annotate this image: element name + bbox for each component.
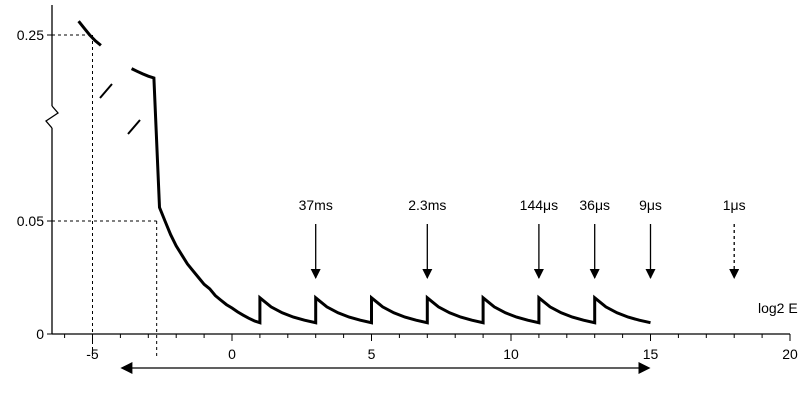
- annotation-label: 36μs: [579, 197, 610, 213]
- y-axis-break: [45, 105, 59, 129]
- x-tick-label: -5: [86, 346, 99, 362]
- range-arrow-head-left: [120, 362, 133, 374]
- annotation-label: 144μs: [520, 197, 558, 213]
- reference-lines-layer: [52, 34, 158, 358]
- x-tick-label: 10: [503, 346, 519, 362]
- curve-break-cap: [127, 119, 141, 135]
- annotation-label: 37ms: [299, 197, 333, 213]
- annotations-layer: 37ms 2.3ms 144μs 36μs 9μs 1μs: [120, 197, 746, 374]
- annotation-label: 2.3ms: [408, 197, 446, 213]
- x-tick-label: 5: [368, 346, 376, 362]
- series-line: [77, 20, 102, 47]
- series-layer: [77, 20, 651, 325]
- annotation-label: 1μs: [723, 197, 746, 213]
- x-axis-title: log2 E: [758, 300, 798, 316]
- y-tick-label: 0.05: [17, 213, 44, 229]
- curve-break-cap: [99, 83, 113, 99]
- x-tick-label: 15: [643, 346, 659, 362]
- annotation-label: 9μs: [639, 197, 662, 213]
- series-line: [130, 67, 651, 325]
- y-tick-label: 0: [36, 326, 44, 342]
- y-tick-label: 0.25: [17, 27, 44, 43]
- x-tick-label: 20: [782, 346, 798, 362]
- axes-layer: -5 0 5 10 15 20 0 0.05 0.25: [17, 5, 798, 362]
- x-tick-label: 0: [228, 346, 236, 362]
- range-arrow-head-right: [638, 362, 651, 374]
